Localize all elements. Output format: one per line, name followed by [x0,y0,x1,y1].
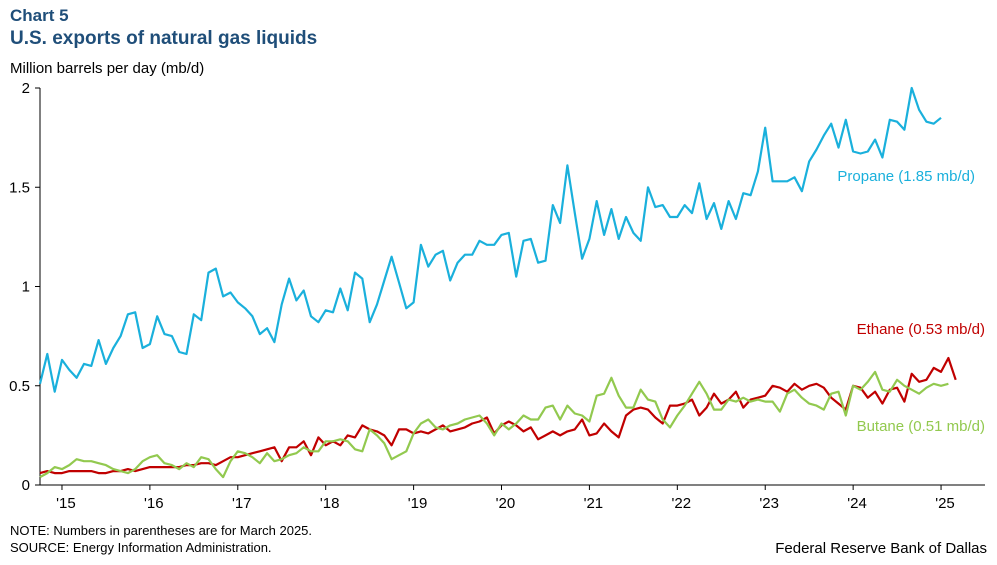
y-axis-unit-label: Million barrels per day (mb/d) [10,60,205,77]
propane-series-line [38,86,942,393]
x-tick-label: '18 [320,495,340,512]
x-tick-label: '20 [496,495,516,512]
x-tick-label: '17 [232,495,252,512]
credit-text: Federal Reserve Bank of Dallas [775,540,987,557]
x-tick-label: '25 [935,495,955,512]
x-tick-label: '15 [56,495,76,512]
x-tick-label: '21 [584,495,604,512]
x-tick-label: '23 [759,495,779,512]
x-tick-label: '22 [671,495,691,512]
y-tick-label: 1 [22,279,30,296]
y-tick-label: 2 [22,80,30,97]
ethane-series-label: Ethane (0.53 mb/d) [857,321,985,338]
ethane-series-line [39,356,957,475]
butane-series-line [39,370,949,479]
y-tick-label: 0 [22,477,30,494]
y-tick-label: 0.5 [9,378,30,395]
butane-series-label: Butane (0.51 mb/d) [857,418,985,435]
source-text: SOURCE: Energy Information Administratio… [10,540,272,555]
x-tick-label: '19 [408,495,428,512]
chart-title: U.S. exports of natural gas liquids [10,28,318,49]
propane-series-label: Propane (1.85 mb/d) [837,168,975,185]
x-tick-label: '24 [847,495,867,512]
footnotes: NOTE: Numbers in parentheses are for Mar… [10,522,312,556]
x-tick-label: '16 [144,495,164,512]
y-tick-label: 1.5 [9,179,30,196]
note-text: NOTE: Numbers in parentheses are for Mar… [10,523,313,538]
line-chart: 0 0.5 1 1.5 2 '15 '16 '17 '18 '19 '20 '21 '22 '23 '24 '… [9,80,985,512]
chart-number: Chart 5 [10,6,69,25]
